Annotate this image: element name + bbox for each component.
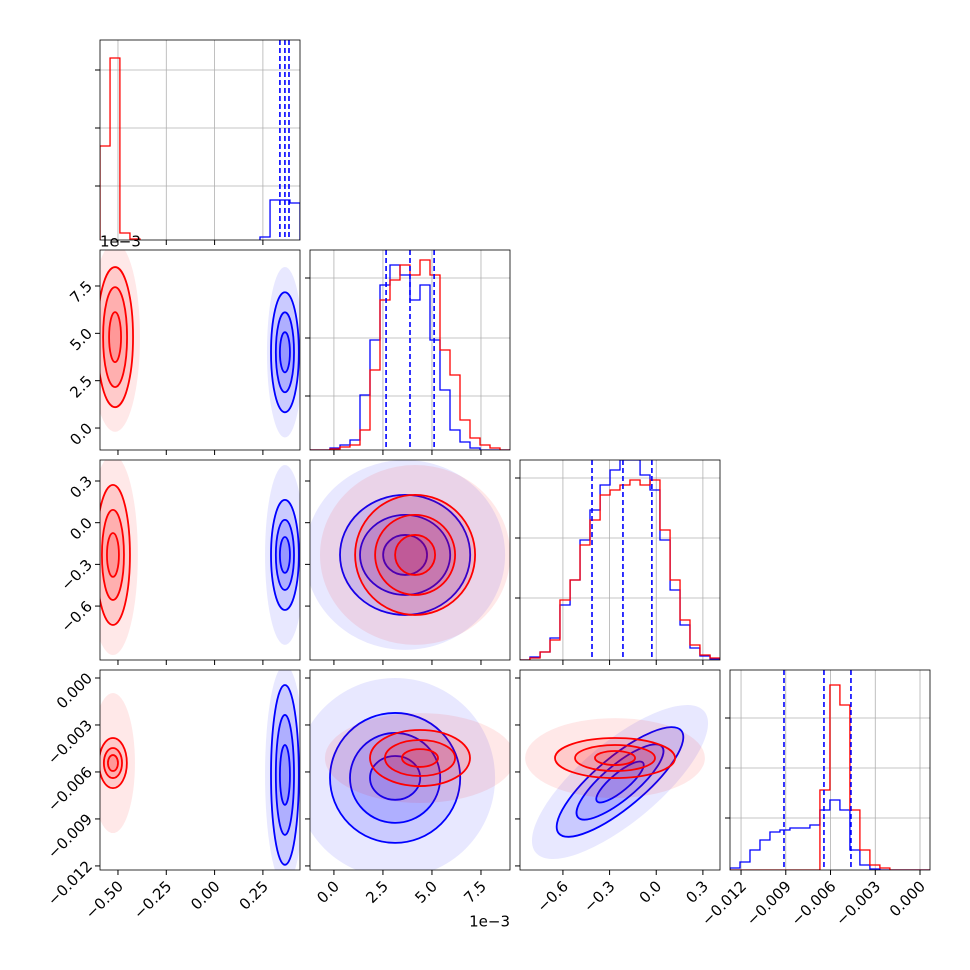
contour: [401, 748, 439, 768]
panel-content: [100, 460, 300, 655]
x-tick-label: 7.5: [460, 877, 490, 907]
contour: [270, 498, 300, 611]
contour: [270, 684, 300, 866]
x-tick-label: 5.0: [411, 877, 441, 907]
panel-frame: [99, 39, 301, 241]
contour: [329, 712, 462, 844]
scatter-cloud: [531, 704, 709, 859]
y-tick-label: 0.0: [66, 419, 96, 449]
contour: [384, 739, 456, 777]
contour: [279, 536, 291, 574]
contour: [107, 754, 119, 772]
scatter-cloud: [310, 460, 506, 650]
panel-frame: [99, 669, 301, 871]
panel-frame: [519, 459, 721, 661]
y-tick-label: −0.003: [44, 716, 96, 768]
panel-content: [310, 460, 510, 650]
panel-frame: [99, 249, 301, 451]
y-tick-label: −0.012: [44, 857, 96, 909]
panel-content: [310, 250, 510, 450]
x-tick-label: 0.000: [886, 877, 929, 920]
histogram: [520, 479, 720, 660]
panel-content: [100, 250, 300, 438]
y-tick-label: −0.3: [58, 556, 96, 594]
panel-frame: [99, 459, 301, 661]
y-tick-label: 0.3: [66, 472, 96, 502]
y-tick-label: 5.0: [66, 325, 96, 355]
x-tick-label: 0.25: [236, 877, 272, 913]
x-tick-label: 0.0: [636, 877, 666, 907]
contour: [359, 513, 452, 596]
contour: [369, 755, 422, 801]
contour: [101, 508, 125, 601]
panel-frame: [519, 669, 721, 871]
y-tick-label: 0.0: [66, 514, 96, 544]
panel-frame: [309, 249, 511, 451]
panel-content: [525, 704, 709, 859]
x-tick-label: 0.0: [313, 877, 343, 907]
contour: [594, 750, 636, 766]
contour: [102, 747, 123, 779]
x-tick-label: −0.009: [743, 877, 795, 929]
scatter-cloud: [265, 465, 300, 645]
x-offset-label: 1e−3: [469, 913, 510, 931]
panel-content: [100, 40, 300, 240]
contour: [106, 532, 120, 578]
contour: [575, 743, 665, 821]
x-tick-label: −0.25: [130, 877, 175, 922]
contour: [100, 266, 134, 409]
y-tick-label: −0.006: [44, 763, 96, 815]
histogram: [730, 684, 930, 870]
scatter-cloud: [525, 718, 705, 798]
contour: [274, 311, 295, 394]
contour: [595, 760, 645, 804]
x-tick-label: −0.50: [82, 877, 127, 922]
y-offset-label: 1e−3: [100, 233, 141, 251]
x-tick-label: −0.6: [533, 877, 571, 915]
x-tick-label: −0.003: [832, 877, 884, 929]
contour: [274, 714, 295, 836]
histogram: [730, 799, 930, 870]
panel-content: [520, 460, 720, 660]
contour: [270, 291, 300, 414]
x-tick-label: 0.00: [187, 877, 223, 913]
x-tick-label: −0.006: [788, 877, 840, 929]
panel-content: [100, 670, 300, 870]
y-tick-label: 0.000: [53, 669, 96, 712]
contour: [279, 744, 291, 806]
panel-frame: [309, 459, 511, 661]
contour: [382, 534, 428, 576]
contour: [394, 534, 436, 576]
contour: [108, 311, 122, 364]
y-tick-label: −0.6: [58, 597, 96, 635]
panel-content: [730, 670, 930, 870]
panel-frame: [309, 669, 511, 871]
contour: [354, 493, 476, 616]
scatter-cloud: [324, 713, 510, 803]
panel-content: [310, 678, 510, 870]
scatter-cloud: [320, 465, 510, 645]
y-tick-label: 7.5: [66, 277, 96, 307]
y-tick-label: −0.009: [44, 810, 96, 862]
contour: [374, 513, 456, 596]
contour: [274, 519, 295, 591]
contour: [554, 737, 676, 779]
x-tick-label: 0.3: [682, 877, 712, 907]
y-tick-label: 2.5: [66, 372, 96, 402]
contour: [555, 726, 685, 838]
x-tick-label: 2.5: [362, 877, 392, 907]
histogram: [100, 57, 141, 240]
x-tick-label: −0.3: [580, 877, 618, 915]
contour: [279, 331, 291, 374]
contour: [102, 286, 128, 389]
contour: [100, 737, 128, 789]
contour: [369, 729, 471, 787]
contour: [574, 744, 656, 772]
contour: [100, 483, 131, 626]
panel-frame: [729, 669, 931, 871]
